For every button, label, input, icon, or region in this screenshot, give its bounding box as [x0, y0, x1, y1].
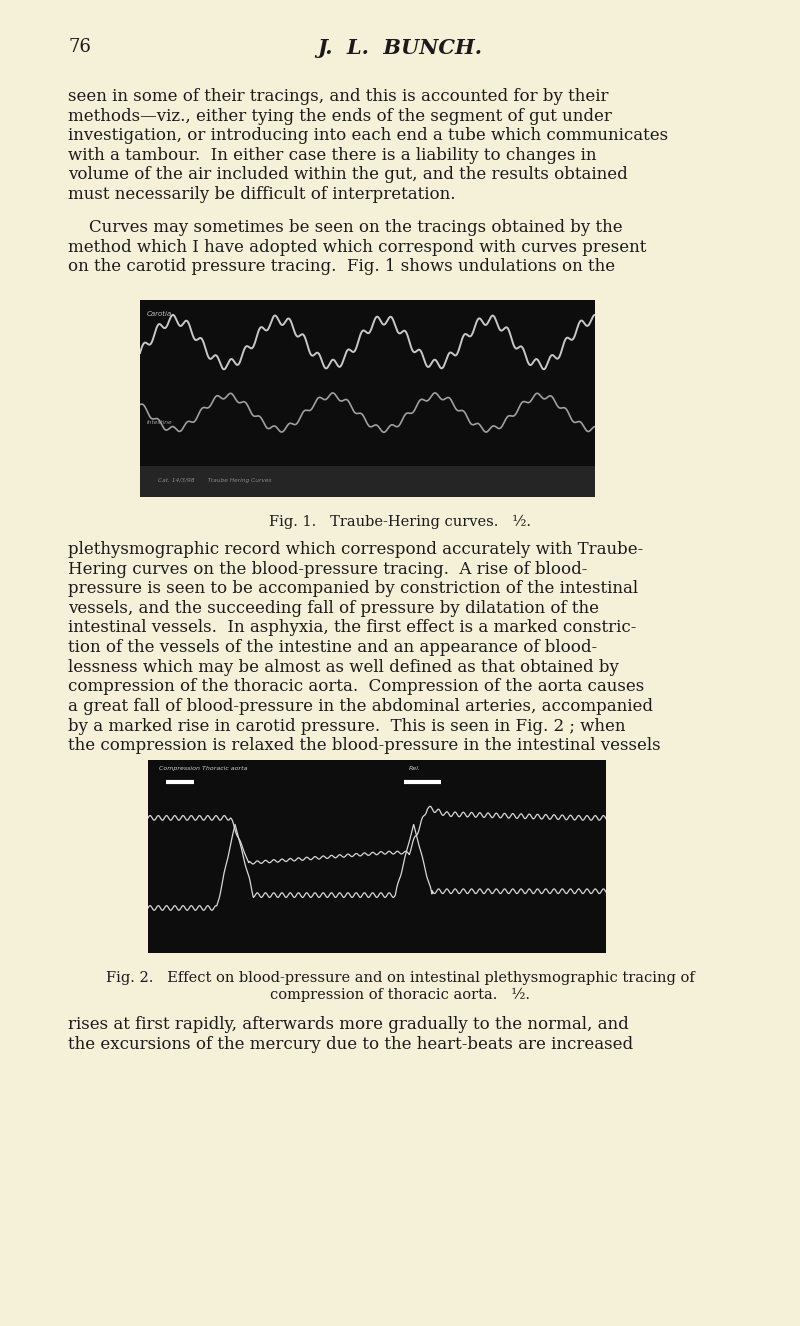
Text: the excursions of the mercury due to the heart-beats are increased: the excursions of the mercury due to the…	[68, 1036, 633, 1053]
Text: must necessarily be difficult of interpretation.: must necessarily be difficult of interpr…	[68, 186, 455, 203]
Text: Curves may sometimes be seen on the tracings obtained by the: Curves may sometimes be seen on the trac…	[68, 219, 622, 236]
Text: plethysmographic record which correspond accurately with Traube-: plethysmographic record which correspond…	[68, 541, 643, 558]
Text: the compression is relaxed the blood-pressure in the intestinal vessels: the compression is relaxed the blood-pre…	[68, 737, 661, 754]
Text: volume of the air included within the gut, and the results obtained: volume of the air included within the gu…	[68, 167, 628, 183]
Text: J.  L.  BUNCH.: J. L. BUNCH.	[318, 38, 482, 58]
Text: tion of the vessels of the intestine and an appearance of blood-: tion of the vessels of the intestine and…	[68, 639, 597, 656]
Bar	[140, 465, 595, 497]
Text: on the carotid pressure tracing.  Fig. 1 shows undulations on the: on the carotid pressure tracing. Fig. 1 …	[68, 259, 615, 276]
Text: Compression Thoracic aorta: Compression Thoracic aorta	[159, 766, 248, 772]
Text: rises at first rapidly, afterwards more gradually to the normal, and: rises at first rapidly, afterwards more …	[68, 1016, 629, 1033]
Text: pressure is seen to be accompanied by constriction of the intestinal: pressure is seen to be accompanied by co…	[68, 581, 638, 597]
Text: method which I have adopted which correspond with curves present: method which I have adopted which corres…	[68, 239, 646, 256]
Text: vessels, and the succeeding fall of pressure by dilatation of the: vessels, and the succeeding fall of pres…	[68, 599, 599, 617]
Text: Carotia: Carotia	[147, 312, 172, 317]
Text: Cat. 14/3/98       Traube Hering Curves: Cat. 14/3/98 Traube Hering Curves	[158, 477, 272, 483]
Text: investigation, or introducing into each end a tube which communicates: investigation, or introducing into each …	[68, 127, 668, 145]
Text: with a tambour.  In either case there is a liability to changes in: with a tambour. In either case there is …	[68, 147, 597, 164]
Text: by a marked rise in carotid pressure.  This is seen in Fig. 2 ; when: by a marked rise in carotid pressure. Th…	[68, 717, 626, 735]
Text: Fig. 1.   Traube-Hering curves.   ½.: Fig. 1. Traube-Hering curves. ½.	[269, 514, 531, 529]
Text: compression of the thoracic aorta.  Compression of the aorta causes: compression of the thoracic aorta. Compr…	[68, 679, 644, 695]
Text: Fig. 2.   Effect on blood-pressure and on intestinal plethysmographic tracing of: Fig. 2. Effect on blood-pressure and on …	[106, 971, 694, 985]
Text: 76: 76	[68, 38, 91, 56]
Text: intestinal vessels.  In asphyxia, the first effect is a marked constric-: intestinal vessels. In asphyxia, the fir…	[68, 619, 636, 636]
Text: lessness which may be almost as well defined as that obtained by: lessness which may be almost as well def…	[68, 659, 619, 676]
Text: a great fall of blood-pressure in the abdominal arteries, accompanied: a great fall of blood-pressure in the ab…	[68, 697, 653, 715]
Text: seen in some of their tracings, and this is accounted for by their: seen in some of their tracings, and this…	[68, 88, 609, 105]
Text: compression of thoracic aorta.   ½.: compression of thoracic aorta. ½.	[270, 988, 530, 1002]
Bar	[140, 300, 595, 497]
Text: Intestine: Intestine	[147, 419, 173, 424]
Text: Hering curves on the blood-pressure tracing.  A rise of blood-: Hering curves on the blood-pressure trac…	[68, 561, 587, 578]
Text: Rel.: Rel.	[409, 766, 421, 772]
Bar	[148, 760, 606, 953]
Text: methods—viz., either tying the ends of the segment of gut under: methods—viz., either tying the ends of t…	[68, 107, 612, 125]
